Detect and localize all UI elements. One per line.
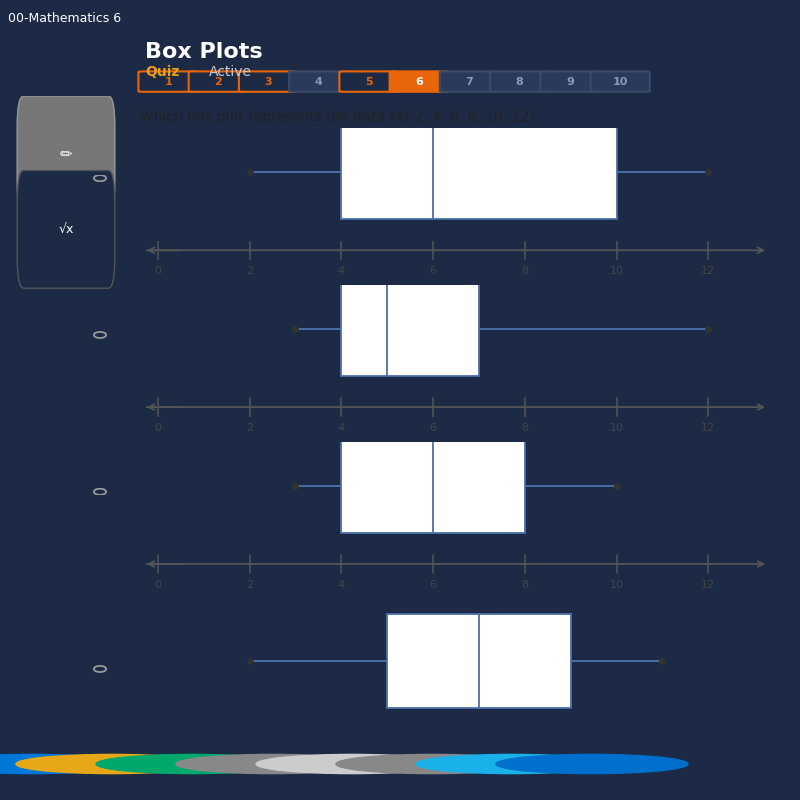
FancyBboxPatch shape	[440, 71, 499, 92]
Text: 2: 2	[214, 77, 222, 86]
Circle shape	[176, 754, 368, 774]
FancyBboxPatch shape	[239, 71, 298, 92]
FancyBboxPatch shape	[17, 170, 115, 288]
Text: 12: 12	[702, 266, 715, 276]
Text: 2: 2	[246, 579, 253, 590]
Text: 4: 4	[315, 77, 322, 86]
Text: 9: 9	[566, 77, 574, 86]
Circle shape	[416, 754, 608, 774]
Text: 8: 8	[522, 422, 528, 433]
Text: 2: 2	[246, 422, 253, 433]
Text: 8: 8	[522, 579, 528, 590]
Text: 6: 6	[415, 77, 423, 86]
Text: 8: 8	[516, 77, 523, 86]
Text: 4: 4	[338, 266, 345, 276]
Text: 8: 8	[522, 266, 528, 276]
FancyBboxPatch shape	[540, 71, 599, 92]
Text: 0: 0	[154, 266, 162, 276]
FancyBboxPatch shape	[189, 71, 248, 92]
Text: Active: Active	[210, 65, 252, 78]
Bar	[342, 438, 525, 533]
Text: 10: 10	[610, 422, 623, 433]
Circle shape	[336, 754, 528, 774]
FancyBboxPatch shape	[138, 71, 198, 92]
Text: 4: 4	[338, 579, 345, 590]
Bar	[342, 282, 479, 376]
Text: 7: 7	[466, 77, 474, 86]
Text: 1: 1	[164, 77, 172, 86]
Bar	[387, 614, 570, 708]
FancyBboxPatch shape	[289, 71, 348, 92]
Text: 10: 10	[610, 579, 623, 590]
Text: ✏: ✏	[60, 147, 72, 162]
Circle shape	[0, 754, 128, 774]
FancyBboxPatch shape	[17, 96, 115, 214]
FancyBboxPatch shape	[490, 71, 550, 92]
Text: 0: 0	[154, 422, 162, 433]
Text: 10: 10	[613, 77, 628, 86]
Circle shape	[256, 754, 448, 774]
FancyBboxPatch shape	[590, 71, 650, 92]
Text: 12: 12	[702, 422, 715, 433]
Text: 10: 10	[610, 266, 623, 276]
Text: 12: 12	[702, 579, 715, 590]
Circle shape	[496, 754, 688, 774]
Text: √x: √x	[58, 222, 74, 236]
Text: 6: 6	[430, 422, 437, 433]
Text: 2: 2	[246, 266, 253, 276]
Text: 0: 0	[154, 579, 162, 590]
Text: 4: 4	[338, 422, 345, 433]
FancyBboxPatch shape	[339, 71, 398, 92]
Text: 00-Mathematics 6: 00-Mathematics 6	[8, 11, 121, 25]
Text: Box Plots: Box Plots	[145, 42, 262, 62]
Text: 6: 6	[430, 266, 437, 276]
Text: 6: 6	[430, 579, 437, 590]
Circle shape	[96, 754, 288, 774]
FancyBboxPatch shape	[390, 71, 449, 92]
Text: Quiz: Quiz	[145, 65, 179, 78]
Text: Which box plot represents the data set 2, 4, 6, 8, 10, 12?: Which box plot represents the data set 2…	[140, 110, 536, 124]
Text: 3: 3	[265, 77, 272, 86]
Bar	[342, 125, 617, 219]
Circle shape	[16, 754, 208, 774]
Text: 5: 5	[365, 77, 373, 86]
